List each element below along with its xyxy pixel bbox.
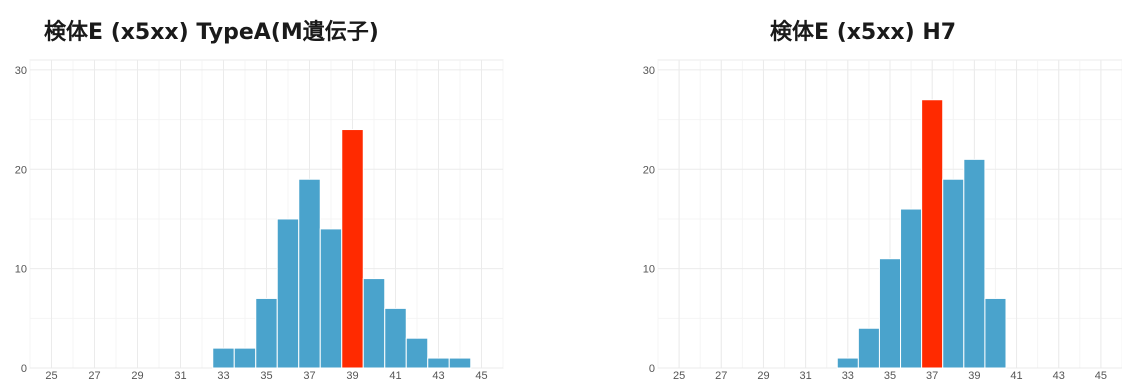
histogram-bar xyxy=(836,357,859,369)
y-tick-label: 0 xyxy=(649,363,655,375)
histogram-bar xyxy=(448,357,472,369)
histogram-bar xyxy=(963,158,986,369)
x-tick-label: 35 xyxy=(260,370,272,379)
x-tick-label: 45 xyxy=(1095,370,1107,379)
histogram-bar xyxy=(984,297,1007,369)
x-tick-label: 31 xyxy=(174,370,186,379)
chart-title-left: 検体E (x5xx) TypeA(M遺伝子) xyxy=(44,20,379,45)
y-tick-label: 30 xyxy=(15,65,27,77)
x-tick-label: 25 xyxy=(45,370,57,379)
x-tick-label: 39 xyxy=(968,370,980,379)
y-tick-label: 20 xyxy=(15,164,27,176)
x-tick-label: 45 xyxy=(475,370,487,379)
histogram-bar xyxy=(878,258,902,369)
x-tick-label: 29 xyxy=(757,370,769,379)
x-tick-label: 35 xyxy=(884,370,896,379)
x-tick-label: 33 xyxy=(842,370,854,379)
x-tick-label: 27 xyxy=(88,370,100,379)
x-tick-label: 33 xyxy=(217,370,229,379)
x-tick-label: 39 xyxy=(346,370,358,379)
histogram-bar xyxy=(857,327,880,369)
y-tick-label: 0 xyxy=(21,363,27,375)
y-tick-label: 10 xyxy=(15,264,27,276)
y-tick-label: 30 xyxy=(643,65,655,77)
histogram-bar xyxy=(942,178,965,369)
x-tick-label: 31 xyxy=(800,370,812,379)
x-tick-label: 29 xyxy=(131,370,143,379)
y-tick-label: 20 xyxy=(643,164,655,176)
x-tick-label: 41 xyxy=(389,370,401,379)
chart-title-right: 検体E (x5xx) H7 xyxy=(770,20,957,45)
x-tick-label: 43 xyxy=(432,370,444,379)
x-tick-label: 37 xyxy=(926,370,938,379)
highlight-bar xyxy=(921,99,944,369)
x-tick-label: 25 xyxy=(673,370,685,379)
y-tick-label: 10 xyxy=(643,264,655,276)
highlight-bar xyxy=(341,129,364,369)
x-tick-label: 43 xyxy=(1053,370,1065,379)
x-tick-label: 41 xyxy=(1010,370,1022,379)
x-tick-label: 27 xyxy=(715,370,727,379)
histogram-bar xyxy=(405,337,429,369)
histogram-bar xyxy=(900,208,923,369)
x-tick-label: 37 xyxy=(303,370,315,379)
